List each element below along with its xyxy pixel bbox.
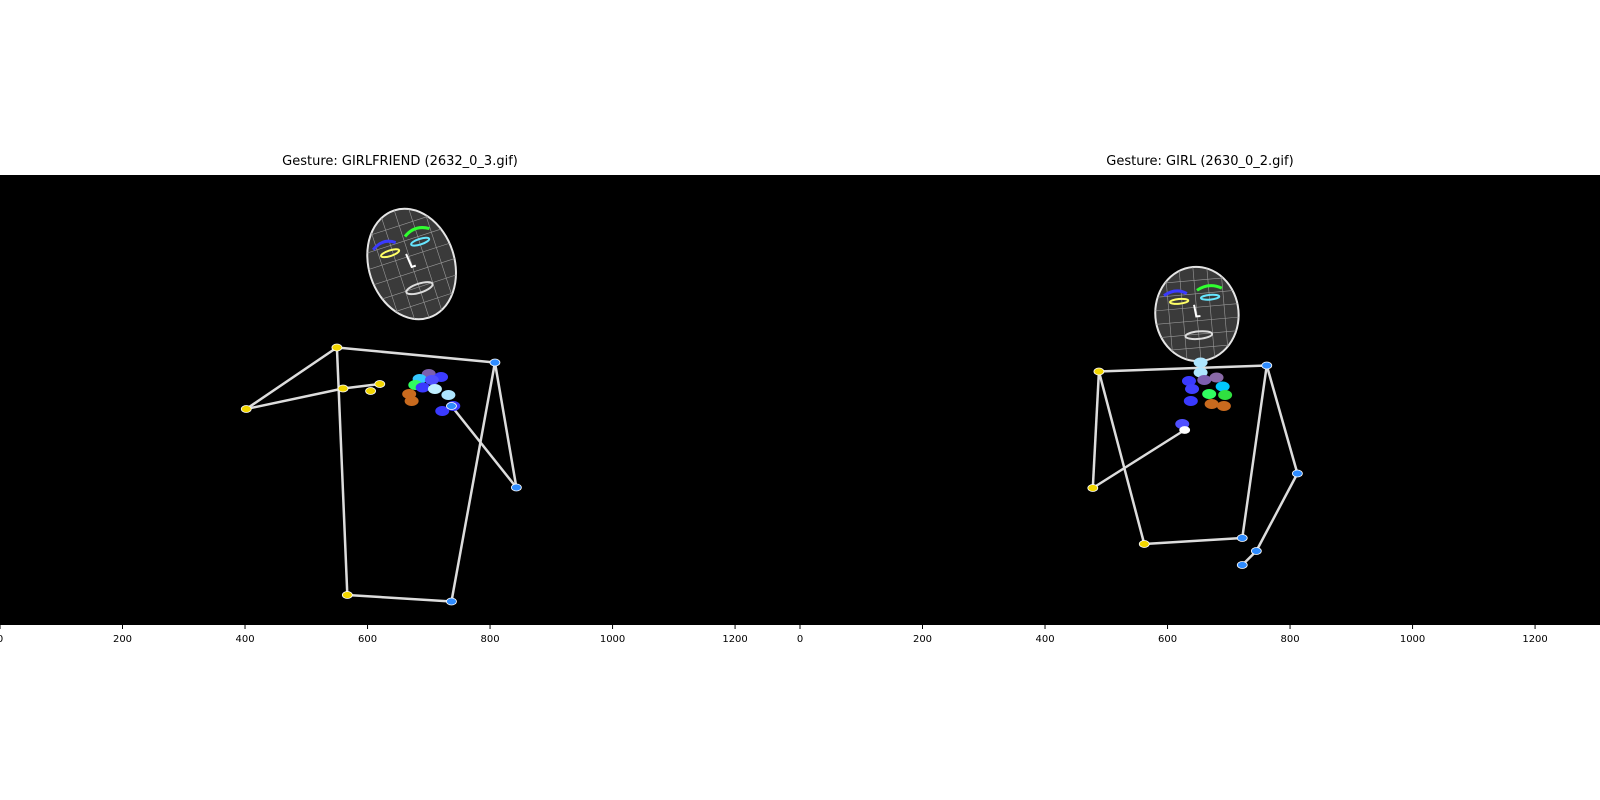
- skeleton-edge: [1144, 536, 1243, 546]
- hand-keypoint: [1215, 381, 1230, 392]
- skeleton-edge: [245, 346, 338, 411]
- body-keypoint: [365, 387, 376, 395]
- body-keypoint: [240, 405, 252, 413]
- mouth: [405, 281, 434, 296]
- hand-keypoint: [1183, 396, 1198, 406]
- hand-keypoint: [1209, 372, 1224, 383]
- hand-keypoint: [424, 375, 439, 385]
- body-keypoint: [337, 384, 349, 393]
- body-keypoint: [341, 591, 353, 599]
- left-eye: [380, 248, 401, 259]
- face-mesh-line: [1221, 276, 1228, 347]
- skeleton-edge: [1091, 371, 1101, 489]
- body-keypoint: [446, 402, 457, 410]
- body-keypoint: [1261, 361, 1273, 370]
- hand-keypoint: [1185, 384, 1200, 394]
- left-eyebrow: [372, 239, 397, 251]
- body-keypoint: [1138, 540, 1150, 548]
- skeleton-edge: [1097, 371, 1146, 545]
- skeleton-edge: [1092, 428, 1186, 490]
- body-keypoint: [374, 380, 386, 388]
- mouth: [1184, 330, 1214, 341]
- x-tick-label: 400: [1035, 634, 1054, 645]
- hand-keypoint: [1204, 399, 1219, 409]
- x-tick-label: 0: [0, 634, 3, 645]
- x-tick-label: 800: [480, 634, 499, 645]
- face-mesh-line: [425, 215, 453, 296]
- right-eyebrow: [1196, 284, 1223, 292]
- body-keypoint: [1236, 534, 1248, 542]
- skeleton-edge: [1255, 472, 1299, 552]
- x-tick-label: 400: [235, 634, 254, 645]
- x-tick-label: 1200: [1522, 634, 1547, 645]
- hand-keypoint: [415, 382, 430, 393]
- x-tick-label: 1000: [600, 634, 625, 645]
- x-tick-label: 1000: [1400, 634, 1425, 645]
- left-eye: [1168, 297, 1190, 305]
- hand-keypoint: [1181, 376, 1196, 386]
- skeleton-edge: [245, 387, 344, 411]
- body-keypoint: [1087, 484, 1099, 492]
- right-eyebrow: [403, 226, 430, 238]
- hand-keypoint: [1193, 357, 1208, 368]
- hand-keypoint: [1197, 375, 1212, 385]
- x-tick-label: 200: [913, 634, 932, 645]
- body-keypoint: [1179, 426, 1191, 434]
- body-keypoint: [331, 343, 343, 352]
- skeleton-edge: [1241, 365, 1269, 539]
- panel-background: [800, 175, 1600, 625]
- skeleton-edge: [347, 593, 452, 603]
- x-tick-label: 1200: [722, 634, 747, 645]
- skeleton-edge: [342, 382, 380, 390]
- hand-keypoint: [1216, 401, 1231, 411]
- hand-keypoint: [435, 406, 450, 416]
- panel-title-right: Gesture: GIRL (2630_0_2.gif): [1106, 154, 1294, 169]
- face-mesh-line: [1178, 270, 1188, 360]
- face-mesh-line: [1206, 268, 1215, 358]
- hand-keypoint: [1202, 389, 1217, 399]
- hand-keypoint: [441, 390, 456, 400]
- x-tick-label: 800: [1280, 634, 1299, 645]
- hand-keypoint: [1193, 367, 1208, 378]
- face-mesh-line: [1192, 266, 1202, 362]
- panel-title-left: Gesture: GIRLFRIEND (2632_0_3.gif): [282, 154, 518, 169]
- body-keypoint: [1250, 547, 1262, 555]
- skeleton-edge: [493, 362, 518, 488]
- nose: [405, 253, 417, 269]
- x-tick-label: 0: [797, 634, 803, 645]
- left-eyebrow: [1163, 289, 1188, 297]
- x-tick-label: 600: [1158, 634, 1177, 645]
- face-mesh: [366, 207, 457, 321]
- nose: [1193, 304, 1201, 318]
- body-keypoint: [1236, 561, 1248, 569]
- skeleton-edge: [1265, 365, 1299, 474]
- x-tick-label: 200: [113, 634, 132, 645]
- hand-keypoint: [1218, 390, 1233, 400]
- body-keypoint: [489, 358, 501, 367]
- panel-content: [240, 207, 522, 606]
- hand-keypoint: [427, 384, 442, 394]
- body-keypoint: [446, 597, 457, 606]
- right-eye: [410, 236, 431, 247]
- x-tick-label: 600: [358, 634, 377, 645]
- body-keypoint: [1291, 469, 1303, 478]
- skeleton-edge: [450, 405, 518, 489]
- face-mesh-line: [381, 217, 415, 320]
- right-eye: [1199, 293, 1221, 301]
- hand-keypoint: [404, 396, 419, 406]
- face-mesh-line: [408, 208, 442, 311]
- body-keypoint: [510, 483, 522, 492]
- skeleton-edge: [450, 362, 497, 602]
- panel-content: [1087, 265, 1303, 569]
- skeleton-edge: [1098, 364, 1267, 373]
- skeleton-edge: [336, 346, 496, 364]
- body-keypoint: [1093, 367, 1105, 376]
- face-mesh-line: [393, 210, 430, 318]
